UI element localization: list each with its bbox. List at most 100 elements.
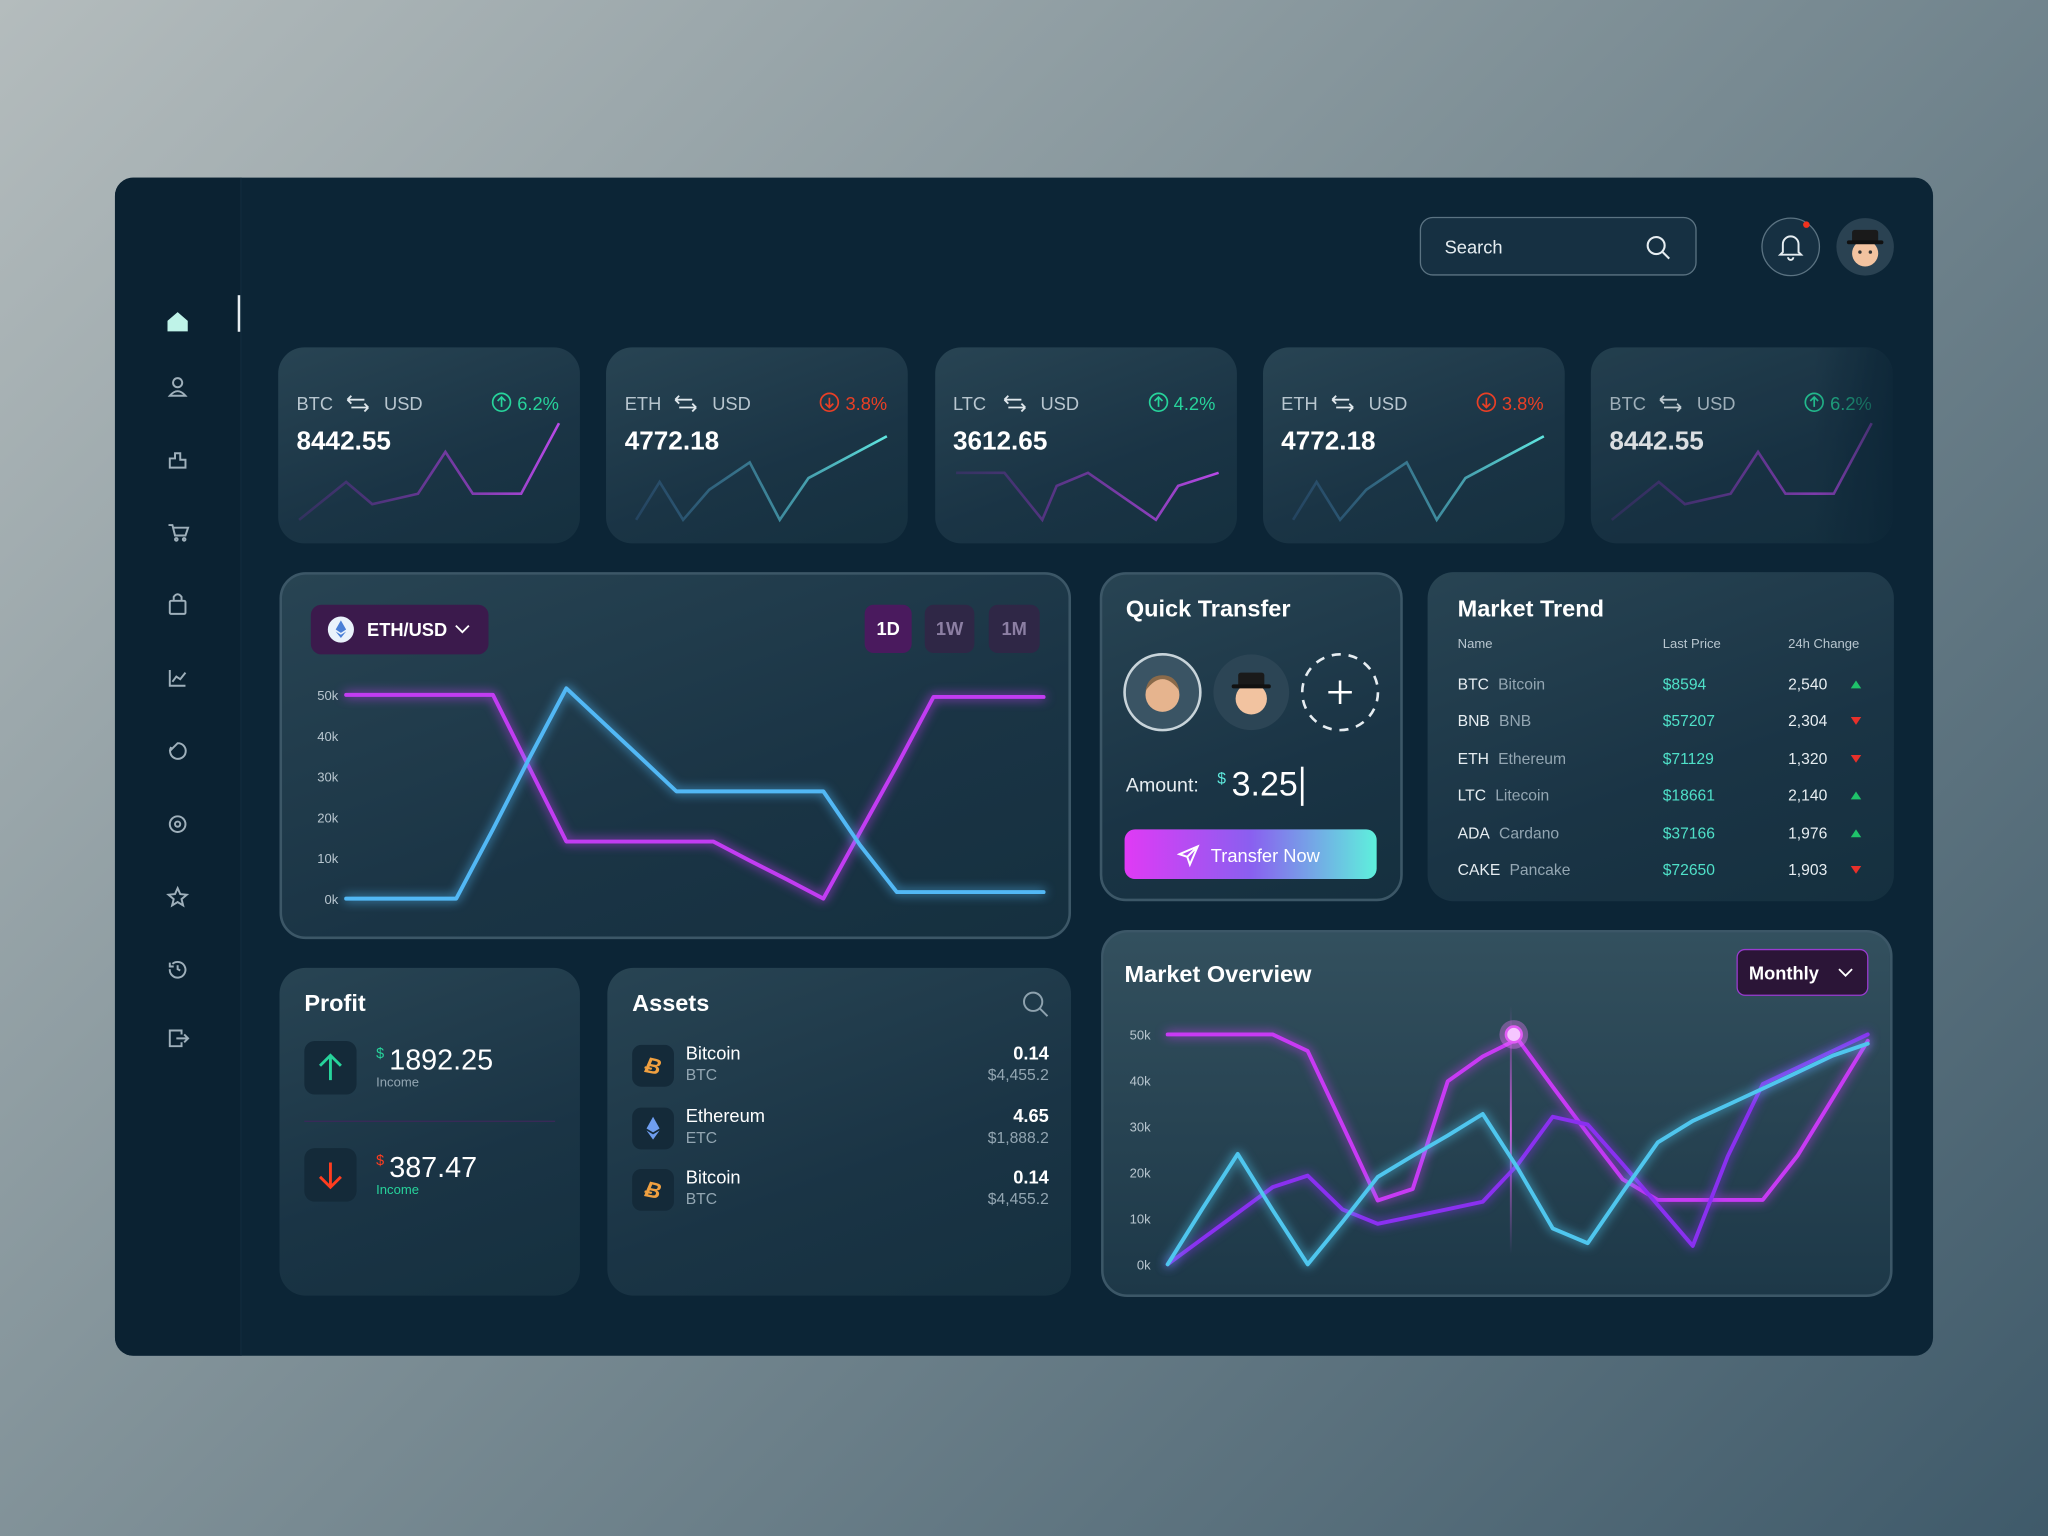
settings-icon[interactable] xyxy=(168,815,187,833)
price-chart: ETH/USD 0k 10k 20k 30k 40k 50k xyxy=(310,604,1046,907)
trend-row[interactable]: ETH Ethereum $71129 1,320 xyxy=(1428,749,1894,770)
trend-price: $8594 xyxy=(1662,675,1707,694)
history-icon[interactable] xyxy=(168,961,187,979)
trend-arrow xyxy=(1850,680,1862,689)
period-label: Monthly xyxy=(1749,963,1820,984)
btc-glyph: Ƀ xyxy=(642,1176,664,1204)
chart-icon[interactable] xyxy=(168,452,187,469)
amount-value[interactable]: 3.25 xyxy=(1231,764,1298,804)
trend-arrow-shape xyxy=(1850,865,1862,874)
pair-selector[interactable] xyxy=(310,604,489,655)
trend-name: Litecoin xyxy=(1495,786,1550,805)
bag-icon[interactable] xyxy=(168,593,187,615)
star-icon[interactable] xyxy=(166,885,190,908)
series-line xyxy=(344,686,1046,901)
asset-row[interactable]: Ƀ Bitcoin BTC 0.14 $4,455.2 xyxy=(607,1042,1071,1089)
column-header: Name xyxy=(1457,637,1493,652)
asset-name: Ethereum xyxy=(685,1104,766,1126)
trend-price: $72650 xyxy=(1662,860,1716,880)
profit-title: Profit xyxy=(304,990,366,1017)
range-button[interactable]: 1M xyxy=(988,604,1040,654)
user-icon[interactable] xyxy=(167,377,188,397)
trend-arrow-shape xyxy=(1850,791,1862,800)
transfer-button[interactable]: Transfer Now xyxy=(1124,829,1377,880)
trend-arrow-shape xyxy=(1850,680,1862,689)
ticker-change: 3.8% xyxy=(1501,393,1544,415)
coin-glyph: Ƀ xyxy=(642,1052,664,1080)
ticker-quote: USD xyxy=(1040,393,1080,415)
notification-button[interactable] xyxy=(1761,217,1821,277)
column-header: Last Price xyxy=(1662,637,1721,652)
coin-glyph xyxy=(646,1116,660,1139)
coin-glyph: Ƀ xyxy=(642,1176,664,1204)
recipients xyxy=(1123,653,1380,732)
trend-row[interactable]: BNB BNB $57207 2,304 xyxy=(1428,712,1894,733)
trend-arrow xyxy=(1850,865,1862,874)
search-icon[interactable] xyxy=(1643,232,1674,263)
asset-row[interactable]: Ƀ Bitcoin BTC 0.14 $4,455.2 xyxy=(607,1166,1071,1213)
y-tick-label: 40k xyxy=(1130,1074,1152,1089)
trend-row[interactable]: BTC Bitcoin $8594 2,540 xyxy=(1428,675,1894,696)
direction-badge xyxy=(304,1148,357,1202)
change-ring xyxy=(1148,392,1168,413)
sparkline-path xyxy=(1291,435,1545,523)
assets-card: Assets Ƀ Bitcoin BTC 0.14 $4,455.2 Ethereum ET… xyxy=(607,967,1072,1296)
trend-change: 1,903 xyxy=(1788,860,1828,880)
ticker-base: LTC xyxy=(952,393,987,415)
assets-search-icon[interactable] xyxy=(1020,989,1051,1020)
swap-icon-box xyxy=(675,395,698,413)
profit-label: Income xyxy=(376,1183,420,1198)
period-selector[interactable] xyxy=(1736,948,1869,996)
range-button[interactable]: 1W xyxy=(924,604,975,654)
ticker-quote: USD xyxy=(1368,393,1408,415)
trend-row[interactable]: LTC Litecoin $18661 2,140 xyxy=(1428,787,1894,808)
change-ring xyxy=(1476,392,1496,413)
logout-icon[interactable] xyxy=(168,1029,190,1048)
trend-change: 2,540 xyxy=(1788,675,1828,694)
transfer-button-label: Transfer Now xyxy=(1210,845,1320,866)
sidebar-icons xyxy=(166,295,241,1048)
swap-icon-box xyxy=(1659,395,1682,413)
asset-name: Bitcoin xyxy=(685,1166,741,1188)
chevron xyxy=(455,624,470,634)
analytics-icon[interactable] xyxy=(168,670,187,687)
recipient-avatar[interactable] xyxy=(1123,653,1202,732)
trend-symbol: ETH xyxy=(1457,749,1489,768)
ticker-card[interactable]: ETH USD 3.8% 4772.18 xyxy=(606,347,909,544)
chat-icon[interactable] xyxy=(168,742,187,760)
user-avatar[interactable] xyxy=(1836,218,1894,276)
sparkline-path xyxy=(635,435,888,523)
series-line xyxy=(344,692,1046,901)
range-button[interactable]: 1D xyxy=(864,604,912,654)
profit-currency: $ xyxy=(376,1153,385,1169)
profit-card: Profit $1892.25 Income $387.47 Income xyxy=(279,967,580,1296)
profit-value: 387.47 xyxy=(389,1150,478,1184)
search-box[interactable]: Search xyxy=(1419,216,1697,276)
series-line xyxy=(1165,1041,1870,1267)
swap-icon xyxy=(1659,395,1682,413)
trend-price: $18661 xyxy=(1662,786,1716,805)
change-arrow xyxy=(1153,395,1163,407)
add-recipient[interactable] xyxy=(1300,653,1380,732)
trend-name: BNB xyxy=(1499,712,1532,731)
trend-arrow-shape xyxy=(1850,828,1862,837)
highlight-point xyxy=(1504,1025,1523,1044)
ticker-card[interactable]: LTC USD 4.2% 3612.65 xyxy=(934,347,1237,544)
cart-icon[interactable] xyxy=(168,524,190,542)
trend-row[interactable]: ADA Cardano $37166 1,976 xyxy=(1428,824,1894,845)
trend-name: Ethereum xyxy=(1498,749,1567,768)
btc-glyph: Ƀ xyxy=(642,1052,664,1080)
trend-row[interactable]: CAKE Pancake $72650 1,903 xyxy=(1428,861,1894,882)
asset-amount: 0.14 xyxy=(1013,1042,1049,1064)
pair-label: ETH/USD xyxy=(367,619,447,640)
asset-row[interactable]: Ethereum ETC 4.65 $1,888.2 xyxy=(607,1104,1071,1151)
recipient-avatar[interactable] xyxy=(1213,654,1290,731)
ticker-card[interactable]: ETH USD 3.8% 4772.18 xyxy=(1262,347,1565,544)
trend-symbol: BNB xyxy=(1457,712,1490,731)
y-tick-label: 50k xyxy=(1130,1028,1152,1043)
home-icon[interactable] xyxy=(167,312,188,332)
quick-transfer-title: Quick Transfer xyxy=(1125,595,1291,622)
